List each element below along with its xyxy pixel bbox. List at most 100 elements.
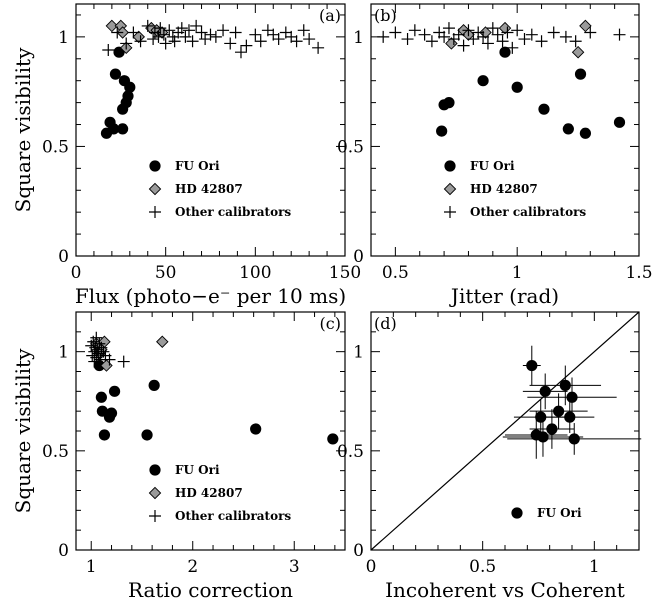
calibrator-point — [234, 46, 247, 59]
fu-ori-point — [95, 391, 107, 403]
calibrator-point — [462, 24, 475, 37]
calibrator-point — [141, 19, 154, 32]
calibrator-point — [163, 24, 176, 37]
calibrator-point — [190, 19, 203, 32]
fu-ori-point — [141, 429, 153, 441]
legend-label: Other calibrators — [175, 509, 291, 523]
calibrator-point — [297, 24, 310, 37]
fu-ori-point — [98, 429, 111, 441]
calibrator-point — [457, 39, 470, 52]
y-tick-label: 1 — [353, 343, 364, 363]
fu-ori-point — [613, 116, 626, 128]
calibrator-point — [491, 28, 504, 41]
calibrator-point — [535, 35, 548, 48]
calibrator-point — [103, 353, 116, 366]
fu-ori-point — [546, 423, 558, 435]
fu-ori-point — [117, 123, 129, 135]
y-tick-label: 0 — [58, 541, 69, 561]
hd42807-point — [445, 37, 458, 50]
panel-tag: (c) — [320, 314, 341, 333]
fu-ori-point — [579, 127, 592, 139]
calibrator-point — [209, 30, 222, 43]
calibrator-point — [290, 35, 303, 48]
y-tick-label: 0 — [58, 247, 69, 267]
y-axis-label: Square visibility — [11, 348, 35, 513]
calibrator-point — [418, 28, 431, 41]
panel-tag: (b) — [374, 6, 397, 25]
legend-label: FU Ori — [175, 159, 220, 173]
fu-ori-point — [499, 46, 511, 58]
fu-ori-point — [436, 125, 448, 137]
calibrator-point — [401, 33, 414, 46]
fu-ori-point — [443, 97, 455, 109]
panel-2: 1 2 3 0 0.5 1 Ratio correction Square visibilit… — [11, 311, 346, 602]
fu-ori-point — [559, 379, 571, 391]
fu-ori-point — [124, 81, 136, 93]
fu-ori-point — [122, 90, 134, 102]
fu-ori-point — [564, 411, 576, 423]
calibrator-point — [442, 22, 455, 35]
calibrator-point — [525, 28, 538, 41]
fu-ori-point — [477, 75, 489, 87]
y-tick-label: 0 — [353, 541, 364, 561]
y-tick-label: 1 — [58, 343, 69, 363]
legend-label: FU Ori — [470, 159, 515, 173]
fu-ori-point — [568, 433, 580, 445]
calibrator-point — [152, 30, 165, 43]
calibrator-point — [303, 33, 316, 46]
calibrator-point — [224, 37, 237, 50]
legend-label: FU Ori — [175, 463, 220, 477]
legend-marker — [149, 464, 161, 476]
legend-marker — [149, 160, 161, 172]
x-tick-label: 50 — [155, 263, 177, 283]
legend-marker — [444, 206, 456, 218]
x-axis-label: Ratio correction — [128, 578, 293, 602]
calibrator-point — [467, 33, 480, 46]
calibrator-point — [102, 44, 115, 57]
panel-tag: (d) — [374, 314, 397, 333]
y-tick-label: 0.5 — [337, 137, 364, 157]
x-axis-label: Jitter (rad) — [449, 284, 559, 308]
calibrator-point — [179, 30, 192, 43]
calibrator-point — [217, 24, 230, 37]
hd42807-point — [132, 30, 146, 44]
fu-ori-point — [538, 103, 550, 115]
calibrator-point — [486, 22, 499, 35]
calibrator-point — [438, 30, 451, 43]
fu-ori-point — [327, 433, 339, 445]
legend-label: FU Ori — [537, 506, 582, 520]
y-tick-label: 0 — [353, 247, 364, 267]
fu-ori-point — [562, 123, 574, 135]
fu-ori-point — [108, 123, 120, 135]
fu-ori-point — [511, 81, 523, 93]
calibrator-point — [559, 30, 572, 43]
calibrator-point — [272, 33, 285, 46]
fu-ori-point — [566, 391, 578, 403]
calibrator-point — [134, 35, 147, 48]
calibrator-point — [127, 26, 140, 39]
fu-ori-point — [535, 411, 547, 423]
fu-ori-point — [553, 405, 565, 417]
calibrator-point — [501, 26, 514, 39]
calibrator-point — [90, 331, 103, 344]
x-tick-label: 1.5 — [625, 263, 652, 283]
calibrator-point — [477, 30, 490, 43]
calibrator-point — [389, 26, 402, 39]
y-tick-label: 0.5 — [42, 442, 69, 462]
legend-label: HD 42807 — [175, 182, 243, 196]
x-tick-label: 1 — [86, 557, 97, 577]
legend-marker — [149, 206, 161, 218]
plot-frame — [75, 3, 346, 257]
legend-marker — [444, 160, 456, 172]
fu-ori-point — [148, 379, 160, 391]
legend-marker — [148, 486, 162, 500]
x-tick-label: 100 — [239, 263, 271, 283]
calibrator-point — [195, 26, 208, 39]
legend-marker — [511, 507, 523, 519]
x-tick-label: 0.5 — [469, 557, 496, 577]
calibrator-point — [159, 37, 172, 50]
legend-label: HD 42807 — [470, 182, 538, 196]
calibrator-point — [547, 26, 560, 39]
y-tick-label: 0.5 — [42, 137, 69, 157]
